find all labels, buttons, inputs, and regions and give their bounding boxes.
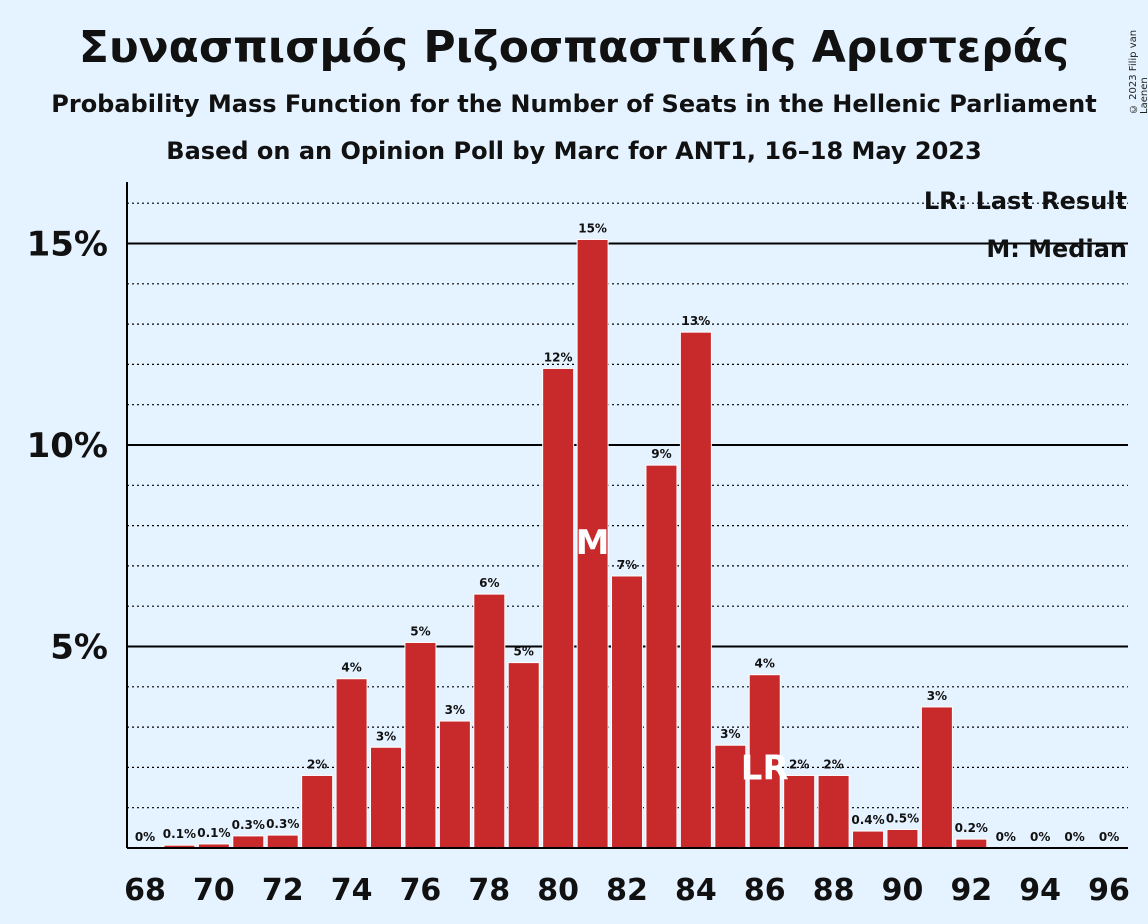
bar-seat-78	[474, 594, 505, 848]
bar-label-seat-79: 5%	[514, 645, 534, 659]
bar-label-seat-69: 0.1%	[163, 827, 196, 841]
bar-seat-91	[921, 707, 952, 848]
bar-seat-74	[336, 679, 367, 848]
bar-seat-84	[680, 332, 711, 848]
bar-seat-79	[508, 663, 539, 848]
bar-label-seat-72: 0.3%	[266, 817, 299, 831]
legend-entry: M: Median	[986, 235, 1127, 263]
bar-label-seat-91: 3%	[927, 689, 947, 703]
x-tick-label: 86	[744, 873, 786, 908]
legend-entry: LR: Last Result	[924, 187, 1127, 215]
bar-label-seat-82: 7%	[617, 558, 637, 572]
bar-seat-80	[543, 368, 574, 848]
x-tick-label: 78	[468, 873, 510, 908]
bar-label-seat-90: 0.5%	[886, 811, 919, 825]
y-tick-label: 5%	[50, 628, 108, 668]
y-tick-label: 15%	[27, 225, 108, 265]
bar-label-seat-96: 0%	[1099, 830, 1119, 844]
bar-label-seat-78: 6%	[479, 576, 499, 590]
x-tick-label: 94	[1019, 873, 1061, 908]
bar-label-seat-71: 0.3%	[232, 818, 265, 832]
bar-seat-72	[267, 835, 298, 848]
bar-seat-92	[956, 839, 987, 848]
bar-label-seat-80: 12%	[544, 350, 573, 364]
bar-seat-71	[233, 836, 264, 848]
bar-seat-73	[302, 775, 333, 848]
x-tick-label: 96	[1088, 873, 1130, 908]
x-tick-label: 80	[537, 873, 579, 908]
legend: LR: Last Result M: Median	[924, 187, 1127, 263]
x-tick-label: 76	[400, 873, 442, 908]
x-tick-label: 74	[331, 873, 373, 908]
bar-label-seat-76: 5%	[410, 624, 430, 638]
x-tick-label: 88	[813, 873, 855, 908]
bar-label-seat-75: 3%	[376, 729, 396, 743]
bar-label-seat-85: 3%	[720, 727, 740, 741]
x-tick-label: 92	[950, 873, 992, 908]
y-tick-label: 10%	[27, 426, 108, 466]
bar-label-seat-77: 3%	[445, 703, 465, 717]
bar-label-seat-70: 0.1%	[197, 826, 230, 840]
bar-label-seat-88: 2%	[823, 757, 843, 771]
bar-label-seat-94: 0%	[1030, 830, 1050, 844]
x-tick-label: 82	[606, 873, 648, 908]
bar-label-seat-83: 9%	[651, 447, 671, 461]
bar-seat-82	[612, 576, 643, 848]
median-marker: M	[576, 523, 610, 563]
bar-label-seat-73: 2%	[307, 757, 327, 771]
x-tick-label: 70	[193, 873, 235, 908]
x-tick-label: 68	[124, 873, 166, 908]
bar-label-seat-86: 4%	[755, 657, 775, 671]
x-tick-label: 84	[675, 873, 717, 908]
bar-seat-83	[646, 465, 677, 848]
bar-label-seat-89: 0.4%	[851, 813, 884, 827]
bar-label-seat-92: 0.2%	[955, 821, 988, 835]
bar-seat-89	[853, 831, 884, 848]
bar-label-seat-87: 2%	[789, 757, 809, 771]
bar-label-seat-81: 15%	[578, 221, 607, 235]
bar-seat-90	[887, 829, 918, 848]
bar-label-seat-74: 4%	[341, 661, 361, 675]
bar-seat-76	[405, 642, 436, 848]
bar-label-seat-84: 13%	[682, 314, 711, 328]
x-tick-label: 72	[262, 873, 304, 908]
x-tick-label: 90	[882, 873, 924, 908]
bar-seat-77	[439, 721, 470, 848]
bar-seat-75	[371, 747, 402, 848]
bar-label-seat-68: 0%	[135, 830, 155, 844]
bar-seat-88	[818, 775, 849, 848]
bar-label-seat-93: 0%	[996, 830, 1016, 844]
bar-label-seat-95: 0%	[1064, 830, 1084, 844]
y-tick-labels: 5% 10% 15%	[27, 225, 108, 668]
last-result-marker: LR	[741, 748, 789, 788]
x-tick-labels: 68 70 72 74 76 78 80 82 84 86 88 90 92 94 96	[124, 873, 1130, 908]
